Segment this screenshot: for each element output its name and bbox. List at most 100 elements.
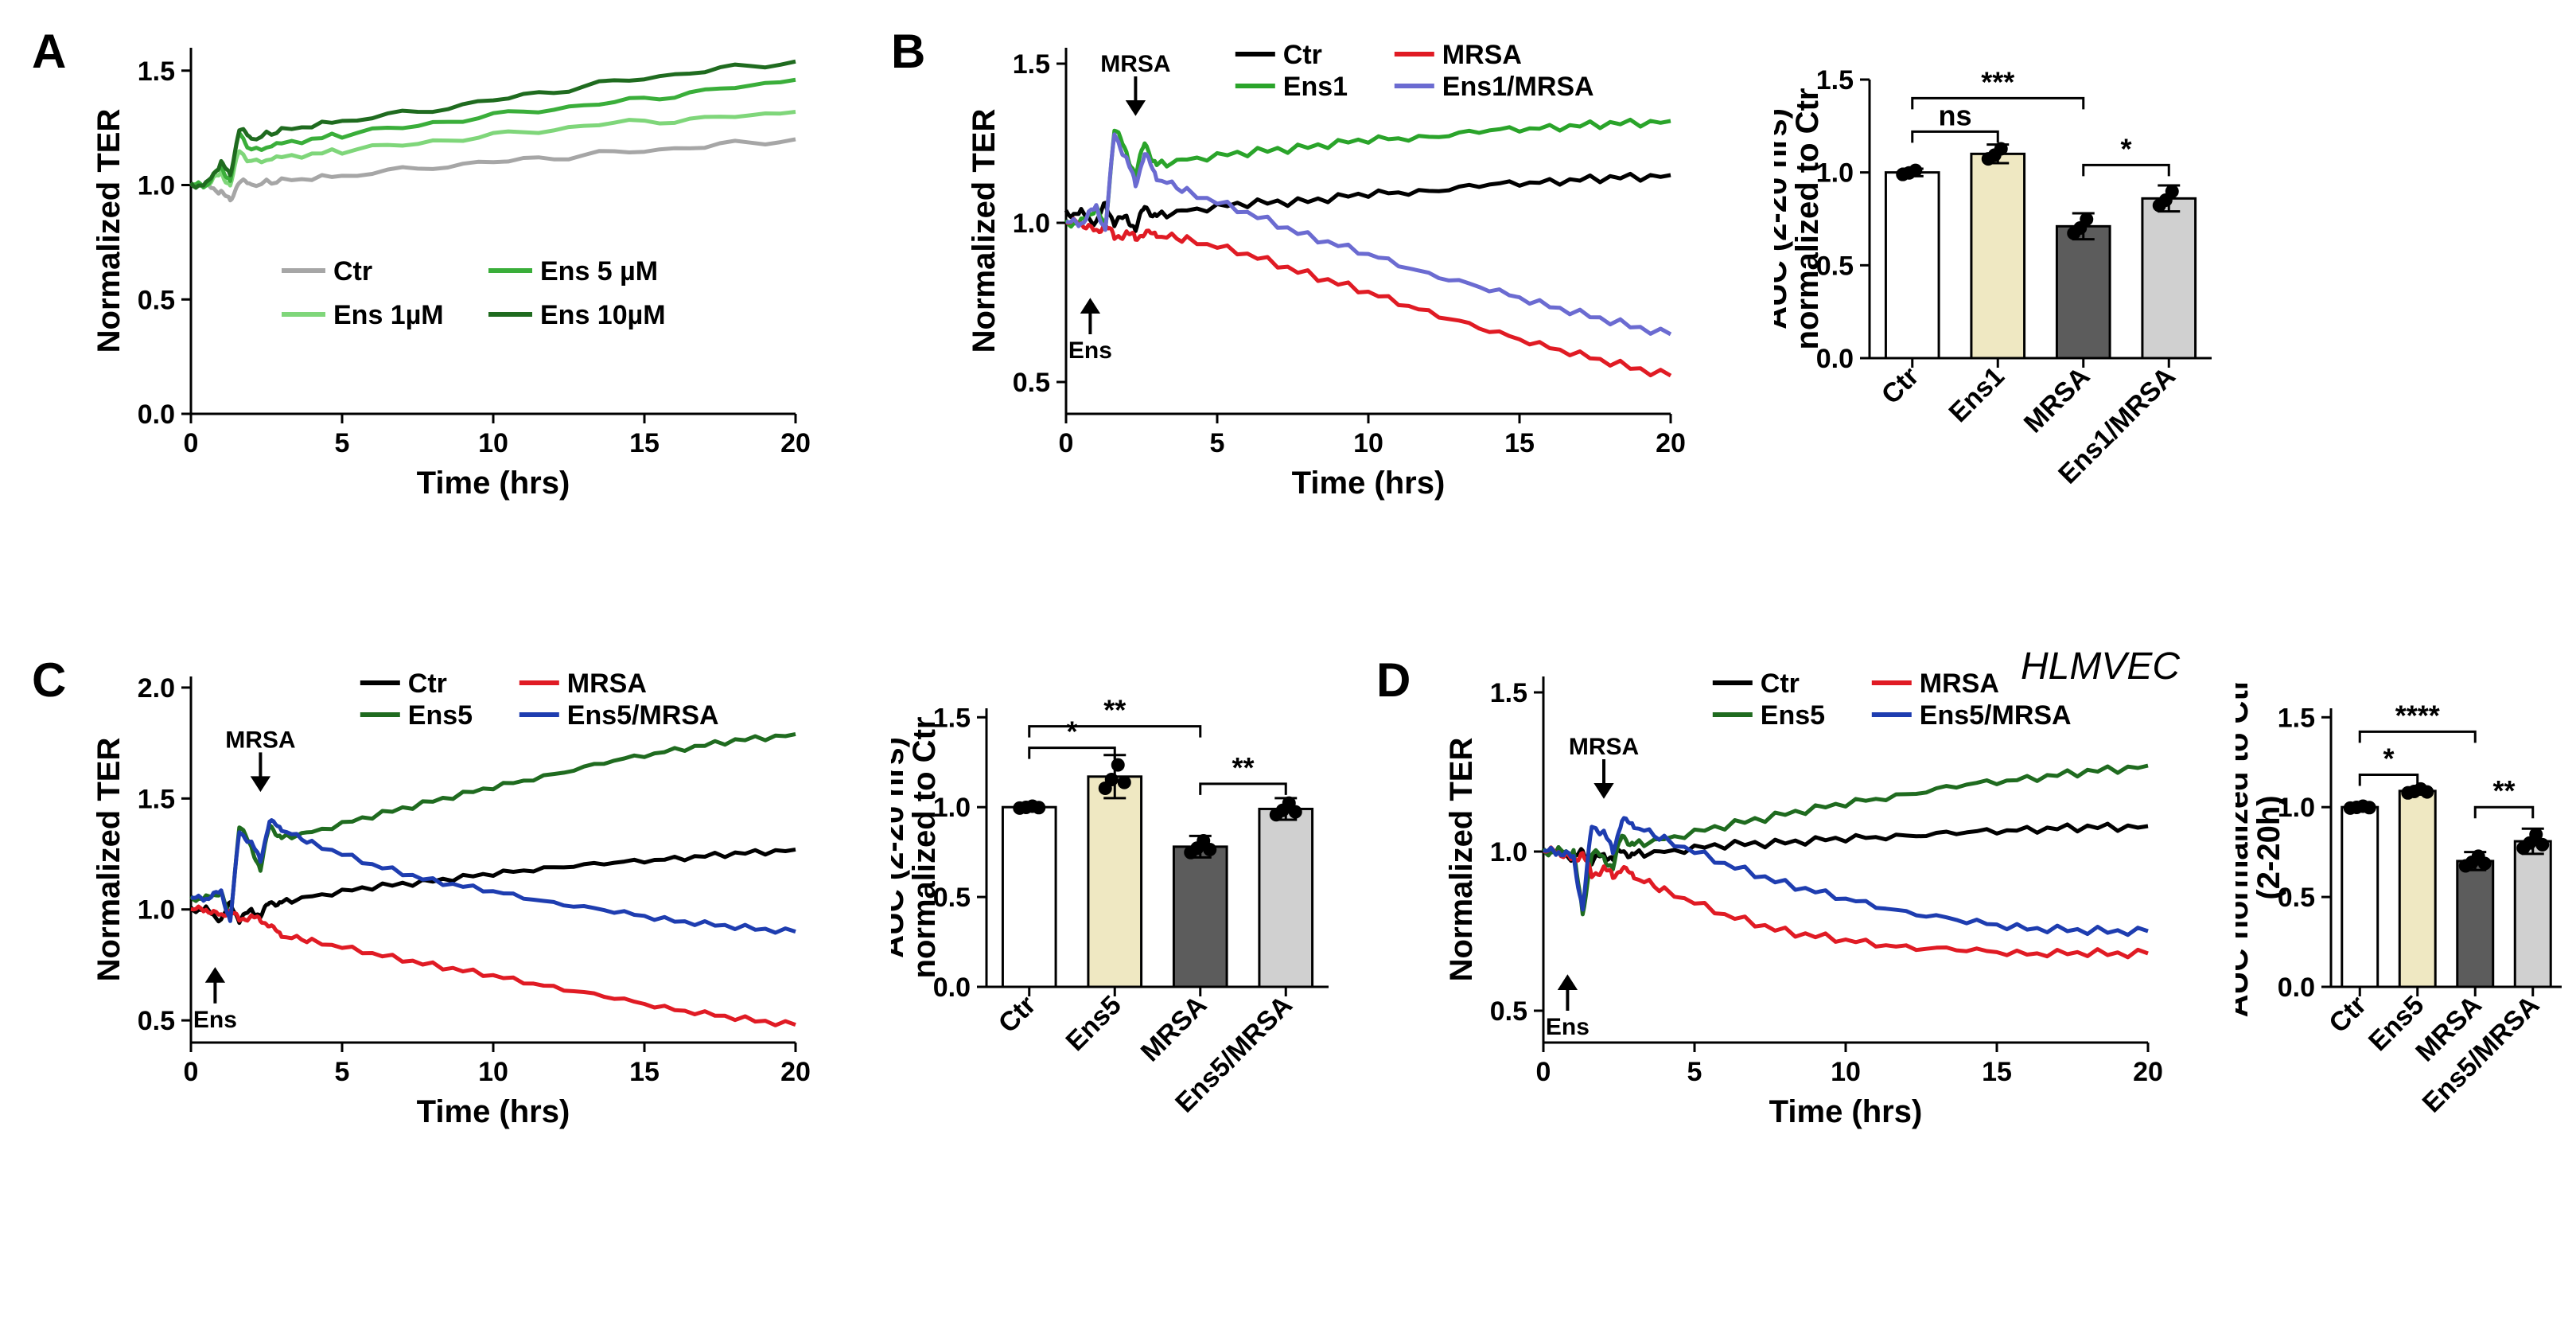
- bar-chart: 0.00.51.01.5AUC normalized to Ctr(2-20h)…: [2236, 637, 2570, 1146]
- svg-text:15: 15: [1982, 1057, 2012, 1087]
- svg-text:0: 0: [1536, 1057, 1551, 1087]
- line-chart: 051015200.51.01.5Time (hrs)Normalized TE…: [1448, 661, 2164, 1138]
- svg-text:**: **: [1232, 751, 1254, 784]
- legend: CtrEns1MRSAEns1/MRSA: [1235, 40, 1594, 102]
- line-chart: 051015200.51.01.52.0Time (hrs)Normalized…: [95, 661, 811, 1138]
- bar-MRSA: [2057, 226, 2110, 358]
- svg-text:1.5: 1.5: [138, 784, 175, 814]
- svg-text:1.0: 1.0: [1013, 209, 1050, 239]
- svg-text:1.5: 1.5: [2278, 703, 2315, 733]
- svg-text:Time (hrs): Time (hrs): [1769, 1094, 1923, 1129]
- svg-text:1.0: 1.0: [138, 171, 175, 201]
- svg-text:1.5: 1.5: [1490, 678, 1527, 708]
- svg-text:Ens: Ens: [1546, 1014, 1590, 1040]
- panel-letter-B: B: [891, 24, 925, 79]
- svg-text:Ens: Ens: [1068, 337, 1112, 364]
- bar-Ctr: [2342, 807, 2378, 987]
- svg-text:Ens 10µM: Ens 10µM: [540, 300, 666, 330]
- svg-text:MRSA: MRSA: [2018, 361, 2096, 439]
- svg-text:MRSA: MRSA: [1920, 669, 1999, 699]
- svg-text:Ctr: Ctr: [993, 990, 1042, 1039]
- svg-text:(2-20h): (2-20h): [2251, 795, 2286, 899]
- svg-text:10: 10: [478, 1057, 508, 1087]
- series-mrsa: [1543, 848, 2148, 957]
- panel-letter-C: C: [32, 653, 66, 708]
- svg-text:MRSA: MRSA: [1135, 990, 1213, 1068]
- svg-text:MRSA: MRSA: [1569, 734, 1639, 760]
- svg-text:5: 5: [1687, 1057, 1702, 1087]
- svg-text:2.0: 2.0: [138, 673, 175, 704]
- svg-text:Ens 1µM: Ens 1µM: [333, 300, 444, 330]
- svg-text:1.5: 1.5: [138, 57, 175, 87]
- panel-letter-A: A: [32, 24, 66, 79]
- line-chart: 051015200.51.01.5Time (hrs)Normalized TE…: [971, 32, 1687, 509]
- svg-text:5: 5: [335, 428, 350, 458]
- svg-text:Ens1: Ens1: [1944, 361, 2010, 428]
- bar-chart: 0.00.51.01.5AUC (2-20 hrs)normalized to …: [1774, 8, 2220, 517]
- svg-text:1.0: 1.0: [1490, 837, 1527, 867]
- svg-text:****: ****: [2395, 699, 2440, 731]
- svg-text:10: 10: [1353, 428, 1383, 458]
- svg-text:1.5: 1.5: [1013, 49, 1050, 80]
- svg-text:20: 20: [780, 1057, 811, 1087]
- svg-text:20: 20: [780, 428, 811, 458]
- svg-text:20: 20: [1656, 428, 1686, 458]
- svg-text:MRSA: MRSA: [567, 669, 647, 699]
- svg-text:Normalized TER: Normalized TER: [1448, 738, 1479, 982]
- svg-text:0.5: 0.5: [138, 1006, 175, 1036]
- svg-text:Ens 5 µM: Ens 5 µM: [540, 256, 658, 287]
- svg-text:0: 0: [184, 1057, 199, 1087]
- bar-chart: 0.00.51.01.5AUC (2-20 hrs)normalized to …: [891, 637, 1337, 1146]
- svg-text:Ens5/MRSA: Ens5/MRSA: [567, 700, 719, 731]
- svg-text:Ctr: Ctr: [1761, 669, 1800, 699]
- svg-text:**: **: [2492, 774, 2515, 807]
- svg-text:Ctr: Ctr: [408, 669, 447, 699]
- svg-text:Ctr: Ctr: [1283, 40, 1322, 70]
- svg-text:Ens5/MRSA: Ens5/MRSA: [1920, 700, 2072, 731]
- svg-text:Ens5: Ens5: [1060, 990, 1127, 1057]
- svg-text:Normalized TER: Normalized TER: [971, 109, 1002, 353]
- bar-Ens1: [1971, 154, 2025, 358]
- svg-text:normalized to Ctr: normalized to Ctr: [1790, 88, 1825, 350]
- svg-text:10: 10: [478, 428, 508, 458]
- bar-Ens5/MRSA: [2515, 841, 2551, 987]
- bar-Ctr: [1885, 173, 1939, 358]
- legend: CtrEns5MRSAEns5/MRSA: [360, 669, 719, 731]
- series-mrsa: [1066, 219, 1671, 376]
- svg-text:Ctr: Ctr: [2323, 990, 2372, 1039]
- svg-text:Ens: Ens: [193, 1007, 237, 1033]
- svg-text:0.0: 0.0: [2278, 973, 2315, 1003]
- bar-MRSA: [1173, 847, 1227, 987]
- svg-text:Ens5: Ens5: [1761, 700, 1825, 731]
- svg-text:*: *: [2120, 132, 2131, 165]
- svg-text:Ctr: Ctr: [333, 256, 372, 287]
- svg-text:1.0: 1.0: [138, 895, 175, 926]
- svg-text:MRSA: MRSA: [1100, 51, 1170, 77]
- series-ctr: [191, 139, 796, 201]
- svg-text:**: **: [1103, 694, 1126, 727]
- legend: CtrEns5 MRSAEns5/MRSA: [1713, 669, 2072, 731]
- series-e10: [191, 61, 796, 188]
- bar-Ens5: [2399, 791, 2435, 987]
- svg-text:15: 15: [1504, 428, 1535, 458]
- panel-letter-D: D: [1376, 653, 1411, 708]
- svg-text:Time (hrs): Time (hrs): [417, 1094, 570, 1129]
- svg-text:*: *: [2383, 743, 2394, 775]
- svg-text:***: ***: [1981, 65, 2014, 98]
- svg-text:Time (hrs): Time (hrs): [1292, 466, 1446, 501]
- svg-text:0.0: 0.0: [138, 400, 175, 430]
- svg-text:15: 15: [629, 428, 660, 458]
- svg-text:*: *: [1066, 715, 1077, 748]
- svg-text:0.5: 0.5: [138, 285, 175, 315]
- svg-text:Normalized TER: Normalized TER: [95, 109, 126, 353]
- legend: Ctr Ens 1µM Ens 5 µM Ens 10µM: [282, 256, 666, 330]
- series-ctr: [1066, 173, 1671, 231]
- line-chart: 051015200.00.51.01.5Time (hrs)Normalized…: [95, 32, 811, 509]
- svg-text:5: 5: [335, 1057, 350, 1087]
- svg-text:20: 20: [2133, 1057, 2163, 1087]
- series-ctr: [191, 849, 796, 922]
- svg-text:0: 0: [1059, 428, 1074, 458]
- svg-text:0.5: 0.5: [1013, 368, 1050, 398]
- bar-Ens5/MRSA: [1259, 809, 1313, 987]
- svg-text:0.5: 0.5: [1490, 996, 1527, 1027]
